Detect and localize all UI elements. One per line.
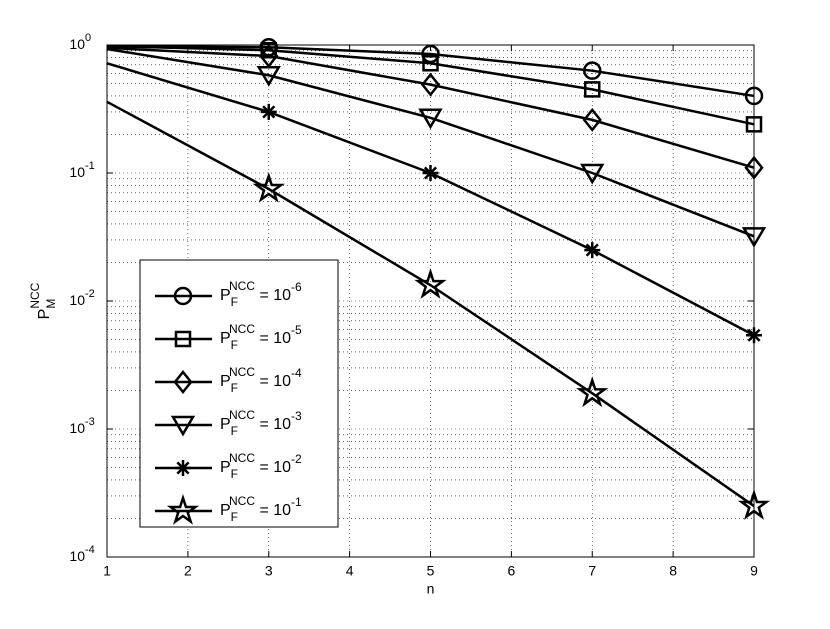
marker <box>582 107 602 132</box>
legend-rel: = 10 <box>255 330 291 347</box>
legend-base: P <box>220 416 231 433</box>
label-base: P <box>36 309 53 320</box>
legend-base: P <box>220 330 231 347</box>
x-axis-label: n <box>427 581 435 597</box>
legend-sup: NCC <box>229 451 255 465</box>
series-line <box>106 46 755 169</box>
tick-exponent: -2 <box>85 288 95 300</box>
series-line <box>106 47 755 238</box>
marker <box>745 116 763 133</box>
marker <box>737 489 771 520</box>
legend-sub: F <box>231 338 238 352</box>
marker <box>174 330 192 348</box>
legend-sub: F <box>231 381 238 395</box>
marker <box>580 163 605 185</box>
marker <box>584 242 601 259</box>
legend-label: PF NCC = 10-3 <box>220 408 302 438</box>
marker <box>175 460 191 476</box>
legend-sub: F <box>231 295 238 309</box>
legend-exp: -4 <box>291 366 302 380</box>
x-tick-label: 2 <box>184 563 192 579</box>
marker <box>256 66 281 87</box>
legend-sup: NCC <box>229 408 255 422</box>
x-tick-label: 5 <box>427 563 435 579</box>
legend-rel: = 10 <box>255 502 291 519</box>
series-line <box>106 44 755 98</box>
legend-rel: = 10 <box>255 287 291 304</box>
tick-exponent: 0 <box>85 32 91 44</box>
marker <box>418 108 443 130</box>
legend-sup: NCC <box>229 279 255 293</box>
legend-rel: = 10 <box>255 373 291 390</box>
legend-sup: NCC <box>229 494 255 508</box>
legend-label: PF NCC = 10-1 <box>220 494 302 524</box>
y-tick-label: 10 <box>69 548 85 564</box>
legend-exp: -6 <box>291 280 302 294</box>
tick-base: 10 <box>69 164 85 180</box>
legend-sub: F <box>231 510 238 524</box>
marker <box>422 165 439 181</box>
x-tick-label: 3 <box>265 563 273 579</box>
legend-sup: NCC <box>229 365 255 379</box>
tick-base: 10 <box>69 36 85 52</box>
legend-rel: = 10 <box>255 416 291 433</box>
tick-exponent: -3 <box>85 416 95 428</box>
marker <box>173 369 193 395</box>
marker <box>420 72 441 97</box>
legend-sub: F <box>231 424 238 438</box>
marker <box>422 55 439 72</box>
x-tick-label: 9 <box>750 563 758 579</box>
marker <box>744 86 764 106</box>
legend-base: P <box>220 287 231 304</box>
tick-base: 10 <box>69 292 85 308</box>
x-tick-label: 1 <box>103 563 111 579</box>
marker <box>741 227 767 248</box>
marker <box>746 327 762 344</box>
marker <box>260 103 277 120</box>
y-tick-label: 10 <box>69 292 85 308</box>
marker <box>173 286 193 306</box>
y-tick-label: 10 <box>69 36 85 52</box>
x-tick-label: 7 <box>588 563 596 579</box>
y-axis-label: PMNCC <box>28 282 58 319</box>
legend-base: P <box>220 502 231 519</box>
marker <box>166 493 200 525</box>
legend-base: P <box>220 373 231 390</box>
y-tick-label: 10 <box>69 420 85 436</box>
marker <box>414 268 447 299</box>
label-sup: NCC <box>28 282 42 308</box>
series-line <box>106 44 755 126</box>
marker <box>576 376 609 408</box>
legend-sup: NCC <box>229 322 255 336</box>
legend-exp: -1 <box>291 495 302 509</box>
marker <box>170 415 196 437</box>
y-tick-label: 10 <box>69 164 85 180</box>
legend-label: PF NCC = 10-6 <box>220 279 302 309</box>
legend-label: PF NCC = 10-5 <box>220 322 302 352</box>
tick-exponent: -4 <box>85 544 95 556</box>
label-sub: M <box>44 299 58 309</box>
marker <box>252 171 285 203</box>
marker <box>584 81 601 98</box>
legend-exp: -5 <box>291 323 302 337</box>
legend-base: P <box>220 459 231 476</box>
x-tick-label: 4 <box>346 563 354 579</box>
x-tick-label: 6 <box>507 563 515 579</box>
legend-sub: F <box>231 467 238 481</box>
legend-box <box>139 259 339 528</box>
marker <box>583 61 602 80</box>
legend-exp: -3 <box>291 409 302 423</box>
legend-rel: = 10 <box>255 459 291 476</box>
tick-base: 10 <box>69 548 85 564</box>
legend-label: PF NCC = 10-4 <box>220 365 302 395</box>
legend-exp: -2 <box>291 452 302 466</box>
legend-label: PF NCC = 10-2 <box>220 451 302 481</box>
tick-base: 10 <box>69 420 85 436</box>
x-tick-label: 8 <box>669 563 677 579</box>
series-line <box>106 100 755 508</box>
marker <box>744 155 764 180</box>
y-axis-label-text: PMNCC <box>28 282 58 319</box>
tick-exponent: -1 <box>85 160 95 172</box>
